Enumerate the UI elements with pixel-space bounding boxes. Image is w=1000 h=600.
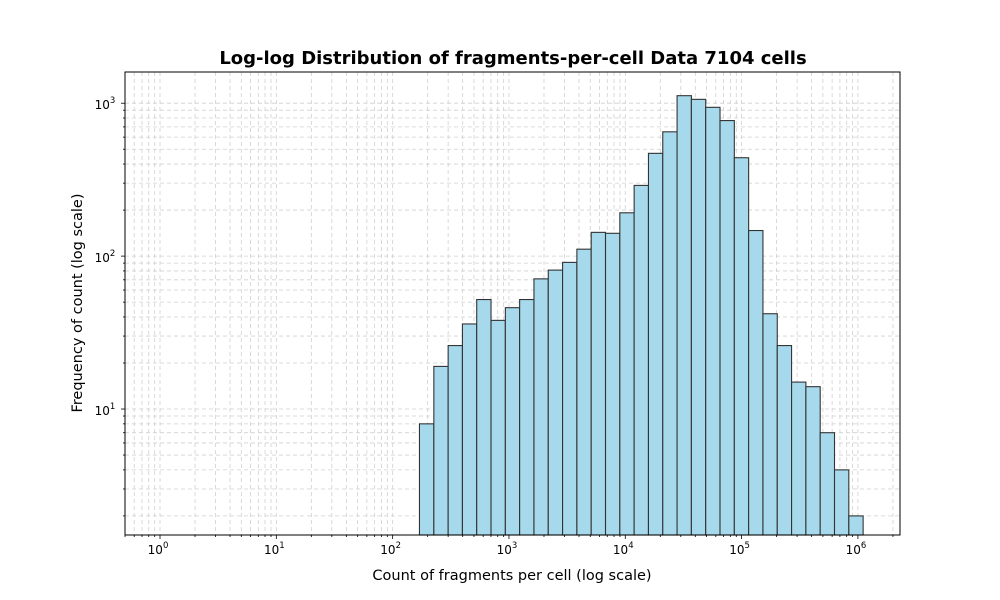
histogram-bar — [733, 157, 750, 536]
histogram-bar — [719, 120, 735, 536]
histogram-bar — [647, 152, 664, 536]
y-tick-label: 103 — [95, 96, 116, 112]
histogram-bar — [662, 131, 678, 536]
x-axis-label: Count of fragments per cell (log scale) — [372, 568, 651, 584]
histogram-bar — [805, 386, 821, 536]
x-tick-label: 102 — [380, 541, 401, 557]
y-tick-label: 102 — [95, 249, 116, 265]
y-tick-label: 101 — [95, 402, 116, 418]
plot-area-frame — [124, 71, 901, 536]
histogram-bar — [418, 423, 435, 536]
x-tick-label: 103 — [497, 541, 518, 557]
histogram-bar — [461, 323, 478, 536]
histogram-bar — [562, 261, 578, 536]
x-tick-label: 104 — [613, 541, 634, 557]
y-axis-label: Frequency of count (log scale) — [70, 193, 86, 412]
x-tick-label: 106 — [846, 541, 867, 557]
histogram-bar — [547, 269, 564, 536]
histogram-bar — [433, 365, 449, 536]
histogram-bar — [504, 307, 521, 536]
histogram-bar — [633, 184, 650, 536]
histogram-bar — [476, 298, 492, 536]
histogram-bar — [533, 278, 549, 536]
chart-title: Log-log Distribution of fragments-per-ce… — [219, 48, 806, 69]
histogram-bar — [576, 248, 592, 536]
x-tick-label: 105 — [729, 541, 750, 557]
histogram-bar — [705, 106, 721, 536]
histogram-bar — [762, 313, 778, 536]
histogram-bar — [748, 229, 764, 536]
x-tick-label: 100 — [148, 541, 169, 557]
histogram-bar — [848, 515, 864, 536]
y-axis-ticks: 101 102 103 — [95, 96, 125, 517]
histogram-bar — [776, 345, 793, 536]
histogram-bar — [619, 212, 635, 536]
histogram-bar — [447, 345, 463, 536]
histogram-bar — [676, 95, 692, 536]
x-tick-label: 101 — [264, 541, 285, 557]
x-axis-ticks: 100 101 102 103 104 105 106 — [124, 535, 894, 557]
histogram-bar — [604, 232, 621, 536]
histogram-bar — [690, 98, 707, 536]
histogram-bar — [833, 469, 850, 536]
histogram-bar — [819, 432, 836, 536]
histogram-bar — [791, 381, 807, 536]
histogram-bar — [519, 298, 535, 536]
histogram-bar — [590, 231, 607, 536]
histogram-bar — [490, 319, 506, 536]
